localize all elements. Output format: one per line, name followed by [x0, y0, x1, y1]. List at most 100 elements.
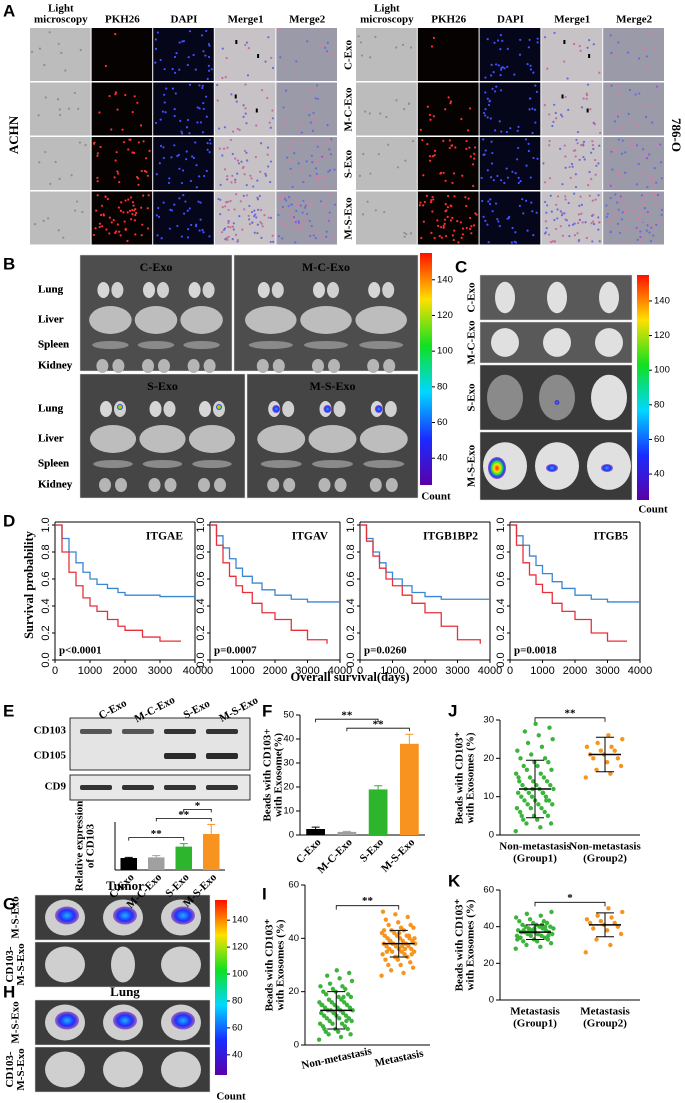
cell-dot: [256, 223, 259, 226]
cell-dot: [528, 108, 531, 111]
cell-dot: [256, 232, 259, 235]
data-point: [534, 939, 540, 944]
y-tick-label: 20: [283, 782, 294, 793]
cell-dot: [321, 155, 324, 158]
cell-dot: [108, 232, 111, 235]
cell-dot: [115, 151, 118, 154]
organ-label: Liver: [38, 314, 64, 326]
cell-dot: [650, 104, 653, 107]
cell-dot: [542, 162, 545, 165]
cell-dot: [333, 238, 336, 241]
cell-dot: [238, 215, 241, 218]
cell-dot: [285, 224, 288, 227]
cell-dot: [131, 212, 134, 216]
cell-dot: [566, 77, 569, 80]
cell-dot: [126, 211, 129, 214]
x-tick-label: 0: [52, 665, 58, 677]
data-point: [350, 1008, 355, 1013]
column-header: microscopy: [34, 14, 88, 26]
survival-curve: [55, 524, 195, 598]
cell-dot: [326, 50, 329, 53]
cell-dot: [639, 211, 642, 214]
data-point: [538, 913, 543, 918]
cell-dot: [586, 46, 589, 49]
data-point: [410, 965, 416, 970]
organ-label: Lung: [38, 403, 64, 415]
cell-dot: [432, 36, 435, 39]
cell-dot: [291, 185, 294, 189]
cell-dot: [305, 101, 308, 105]
data-point: [379, 973, 384, 978]
arrow-mark: [563, 40, 566, 44]
organ: [93, 460, 133, 468]
error-bar: [374, 785, 383, 790]
cell-dot: [646, 211, 649, 214]
data-point: [513, 771, 519, 776]
cell-dot: [559, 210, 562, 213]
cell-dot: [277, 213, 280, 216]
colorbar-tick-label: 80: [437, 381, 448, 392]
signal: [488, 457, 506, 479]
data-point: [321, 989, 326, 994]
band: [164, 753, 196, 759]
row-label: S-Exo: [466, 383, 478, 412]
cell-dot: [490, 63, 493, 66]
cell-dot: [571, 223, 575, 226]
cell-dot: [208, 235, 211, 238]
cell-dot: [649, 174, 652, 178]
cell-dot: [357, 35, 360, 38]
cell-dot: [314, 97, 317, 100]
data-point: [608, 771, 613, 776]
cell-dot: [284, 89, 288, 92]
cell-dot: [647, 64, 651, 67]
cell-dot: [597, 216, 600, 219]
cell-dot: [358, 174, 362, 177]
cell-dot: [226, 175, 229, 178]
organ: [355, 306, 407, 334]
organ: [112, 359, 125, 373]
significance-label: **: [151, 828, 163, 840]
cell-dot: [578, 44, 581, 48]
organ: [45, 946, 85, 983]
cell-dot: [140, 169, 143, 173]
organ: [142, 460, 183, 468]
data-point: [389, 949, 395, 954]
cell-dot: [241, 166, 245, 170]
chart-title: ITGB1BP2: [423, 531, 478, 543]
cell-dot: [656, 193, 660, 197]
data-point: [549, 909, 554, 915]
data-point: [520, 782, 525, 788]
cell-dot: [305, 160, 308, 163]
cell-dot: [302, 199, 305, 202]
x-tick-label: (Group1): [513, 1018, 557, 1030]
cell-dot: [590, 214, 594, 217]
cell-dot: [451, 216, 454, 220]
cell-dot: [585, 236, 588, 240]
cell-dot: [194, 68, 197, 71]
significance-bracket: [534, 901, 606, 907]
micrograph: [356, 191, 417, 245]
y-tick-label: 1.0: [40, 517, 52, 532]
organ: [495, 281, 515, 314]
cell-dot: [617, 93, 620, 96]
data-point: [339, 1021, 345, 1026]
cell-dot: [460, 117, 463, 121]
cell-dot: [445, 209, 448, 212]
cell-dot: [222, 147, 226, 150]
cell-dot: [252, 185, 255, 188]
organ: [161, 946, 201, 983]
cell-dot: [401, 43, 405, 46]
cell-dot: [641, 220, 644, 223]
cell-dot: [469, 155, 472, 158]
cell-dot: [198, 107, 201, 110]
cell-dot: [124, 227, 127, 230]
cell-dot: [203, 174, 206, 178]
colorbar-label: Count: [421, 491, 451, 503]
cell-dot: [110, 128, 113, 131]
cell-dot: [235, 100, 238, 103]
column-header: Merge1: [228, 14, 264, 26]
cell-dot: [99, 145, 102, 149]
cell-dot: [449, 219, 452, 222]
cell-dot: [266, 153, 269, 156]
data-point: [532, 926, 537, 931]
